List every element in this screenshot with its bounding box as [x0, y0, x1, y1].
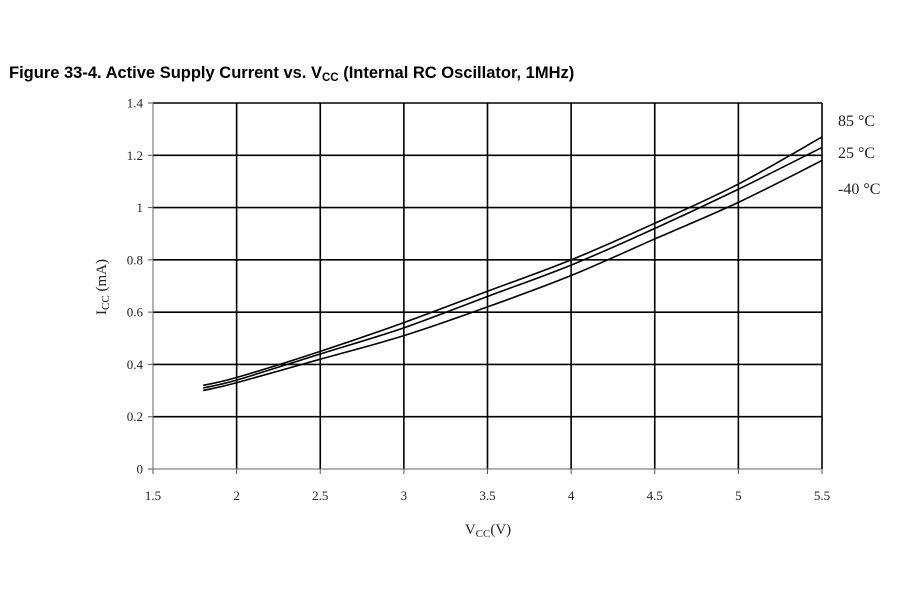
legend: 85 °C 25 °C -40 °C — [838, 113, 880, 198]
x-tick-label: 5 — [735, 488, 742, 503]
x-tick-label: 1.5 — [145, 488, 161, 503]
y-tick-label: 1.4 — [127, 96, 144, 111]
y-tick-label: 1.2 — [127, 148, 143, 163]
legend-label-2: -40 °C — [838, 181, 880, 198]
series-line-0 — [202, 136, 823, 387]
x-tick-label: 4.5 — [647, 488, 663, 503]
x-tick-label: 2 — [233, 488, 240, 503]
x-axis-label: VCC(V) — [465, 522, 511, 540]
x-tick-label: 3.5 — [479, 488, 495, 503]
series-line-1 — [202, 146, 823, 389]
x-tick-label: 3 — [401, 488, 408, 503]
title-subscript: CC — [321, 72, 339, 84]
y-tick-label: 0.4 — [127, 357, 144, 372]
y-tick-labels: 0 0.2 0.4 0.6 0.8 1 1.2 1.4 — [127, 96, 144, 477]
y-tick-label: 1 — [137, 200, 144, 215]
series-line-2 — [202, 159, 823, 392]
y-tick-label: 0.2 — [127, 409, 143, 424]
title-suffix: (Internal RC Oscillator, 1MHz) — [338, 64, 575, 82]
legend-label-1: 25 °C — [838, 145, 875, 162]
x-tick-label: 2.5 — [312, 488, 328, 503]
x-tick-label: 5.5 — [814, 488, 830, 503]
y-axis-label: ICC (mA) — [94, 259, 112, 315]
x-tick-label: 4 — [568, 488, 575, 503]
axes — [148, 102, 823, 474]
y-tick-label: 0.6 — [127, 305, 144, 320]
legend-label-0: 85 °C — [838, 113, 875, 130]
grid — [153, 102, 823, 469]
x-tick-labels: 1.5 2 2.5 3 3.5 4 4.5 5 5.5 — [145, 488, 830, 503]
title-prefix: Figure 33-4. Active Supply Current vs. V — [9, 64, 322, 82]
figure-title: Figure 33-4. Active Supply Current vs. V… — [9, 64, 574, 84]
series-lines — [202, 136, 823, 392]
y-tick-label: 0.8 — [127, 252, 143, 267]
y-tick-label: 0 — [137, 462, 144, 477]
